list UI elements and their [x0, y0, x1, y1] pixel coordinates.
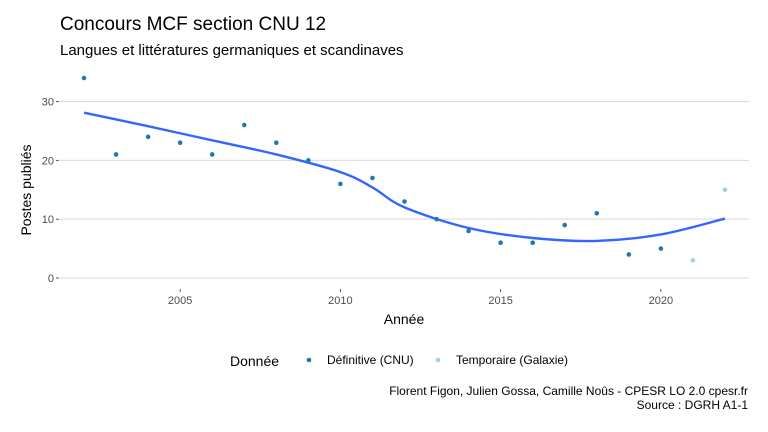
x-tick-label: 2005 [168, 295, 192, 307]
point-definitive [434, 216, 439, 222]
point-definitive [594, 210, 600, 216]
chart-subtitle: Langues et littératures germaniques et s… [60, 42, 404, 59]
x-axis-title: Année [384, 311, 425, 327]
point-definitive [562, 222, 568, 228]
y-tick-label: 20 [42, 155, 54, 167]
tick-labels: 0 10 20 30 2005 2010 2015 2020 [42, 97, 673, 307]
point-temporaire [722, 187, 728, 193]
legend-label: Temporaire (Galaxie) [456, 353, 568, 367]
trend-layer [83, 111, 726, 243]
caption-source: Source : DGRH A1-1 [636, 398, 748, 412]
trend-line [83, 111, 726, 243]
points-layer [81, 75, 728, 263]
grid [60, 101, 749, 279]
point-definitive [402, 199, 407, 204]
point-definitive [241, 122, 247, 128]
y-tick-label: 30 [42, 97, 54, 109]
point-definitive [658, 246, 664, 251]
x-tick-label: 2015 [488, 295, 512, 307]
legend-title: Donnée [230, 353, 279, 369]
y-tick-label: 10 [42, 214, 54, 226]
point-definitive [113, 152, 119, 157]
x-tick-label: 2020 [649, 295, 673, 307]
point-definitive [466, 228, 471, 234]
legend: Donnée Définitive (CNU) Temporaire (Galax… [230, 353, 568, 369]
point-definitive [145, 134, 151, 140]
chart-title: Concours MCF section CNU 12 [60, 14, 327, 35]
point-definitive [177, 140, 183, 146]
caption: Florent Figon, Julien Gossa, Camille Noû… [389, 384, 748, 412]
point-definitive [209, 152, 215, 157]
y-tick-label: 0 [48, 273, 54, 285]
y-axis-title: Postes publiés [18, 144, 34, 235]
point-definitive [81, 75, 87, 81]
legend-key [435, 357, 441, 363]
point-temporaire [690, 258, 696, 263]
point-definitive [530, 240, 535, 246]
caption-credits: Florent Figon, Julien Gossa, Camille Noû… [389, 384, 748, 398]
point-definitive [338, 181, 343, 187]
point-definitive [498, 240, 503, 246]
point-definitive [626, 252, 632, 257]
point-definitive [370, 175, 375, 181]
legend-key [306, 357, 312, 363]
x-tick-label: 2010 [328, 295, 352, 307]
point-definitive [274, 140, 279, 146]
point-definitive [306, 158, 311, 163]
legend-label: Définitive (CNU) [327, 353, 414, 367]
